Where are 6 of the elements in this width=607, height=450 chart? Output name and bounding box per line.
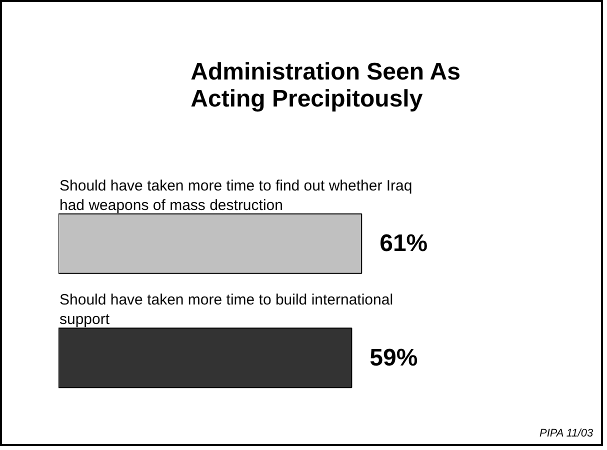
data-label: 61% — [380, 230, 428, 258]
text: PIPA 11/03 — [539, 428, 594, 440]
y-tick-label: Should have taken more time to find out whether Iraq had weapons of mass destruction — [60, 177, 412, 214]
y-tick-label: Should have taken more time to build international support — [60, 292, 394, 328]
data-label: 59% — [370, 344, 418, 372]
chart-title: Administration Seen As Acting Precipitously — [190, 58, 460, 112]
